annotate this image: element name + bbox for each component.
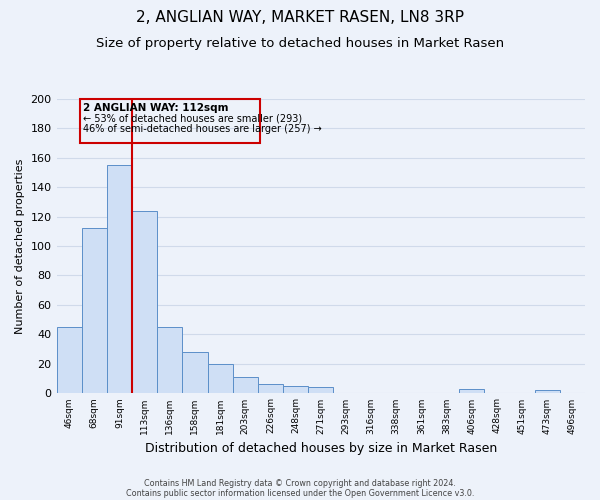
Bar (107, 165, 132, 393)
Text: ← 53% of detached houses are smaller (293): ← 53% of detached houses are smaller (29… (83, 114, 302, 124)
Bar (535, 390, 560, 393)
Text: 46% of semi-detached houses are larger (257) →: 46% of semi-detached houses are larger (… (83, 124, 322, 134)
Bar (182, 352, 208, 393)
Text: Contains HM Land Registry data © Crown copyright and database right 2024.: Contains HM Land Registry data © Crown c… (144, 478, 456, 488)
Text: 2 ANGLIAN WAY: 112sqm: 2 ANGLIAN WAY: 112sqm (83, 104, 229, 114)
Bar (283, 386, 308, 393)
Bar (56, 327, 82, 393)
Bar (233, 377, 258, 393)
Text: 2, ANGLIAN WAY, MARKET RASEN, LN8 3RP: 2, ANGLIAN WAY, MARKET RASEN, LN8 3RP (136, 10, 464, 25)
Bar (80, 99, 260, 143)
Bar (132, 211, 157, 393)
Bar (459, 388, 484, 393)
Y-axis label: Number of detached properties: Number of detached properties (15, 158, 25, 334)
Bar (82, 228, 107, 393)
X-axis label: Distribution of detached houses by size in Market Rasen: Distribution of detached houses by size … (145, 442, 497, 455)
Bar (157, 327, 182, 393)
Text: Size of property relative to detached houses in Market Rasen: Size of property relative to detached ho… (96, 38, 504, 51)
Bar (308, 387, 334, 393)
Text: Contains public sector information licensed under the Open Government Licence v3: Contains public sector information licen… (126, 488, 474, 498)
Bar (208, 364, 233, 393)
Bar (258, 384, 283, 393)
